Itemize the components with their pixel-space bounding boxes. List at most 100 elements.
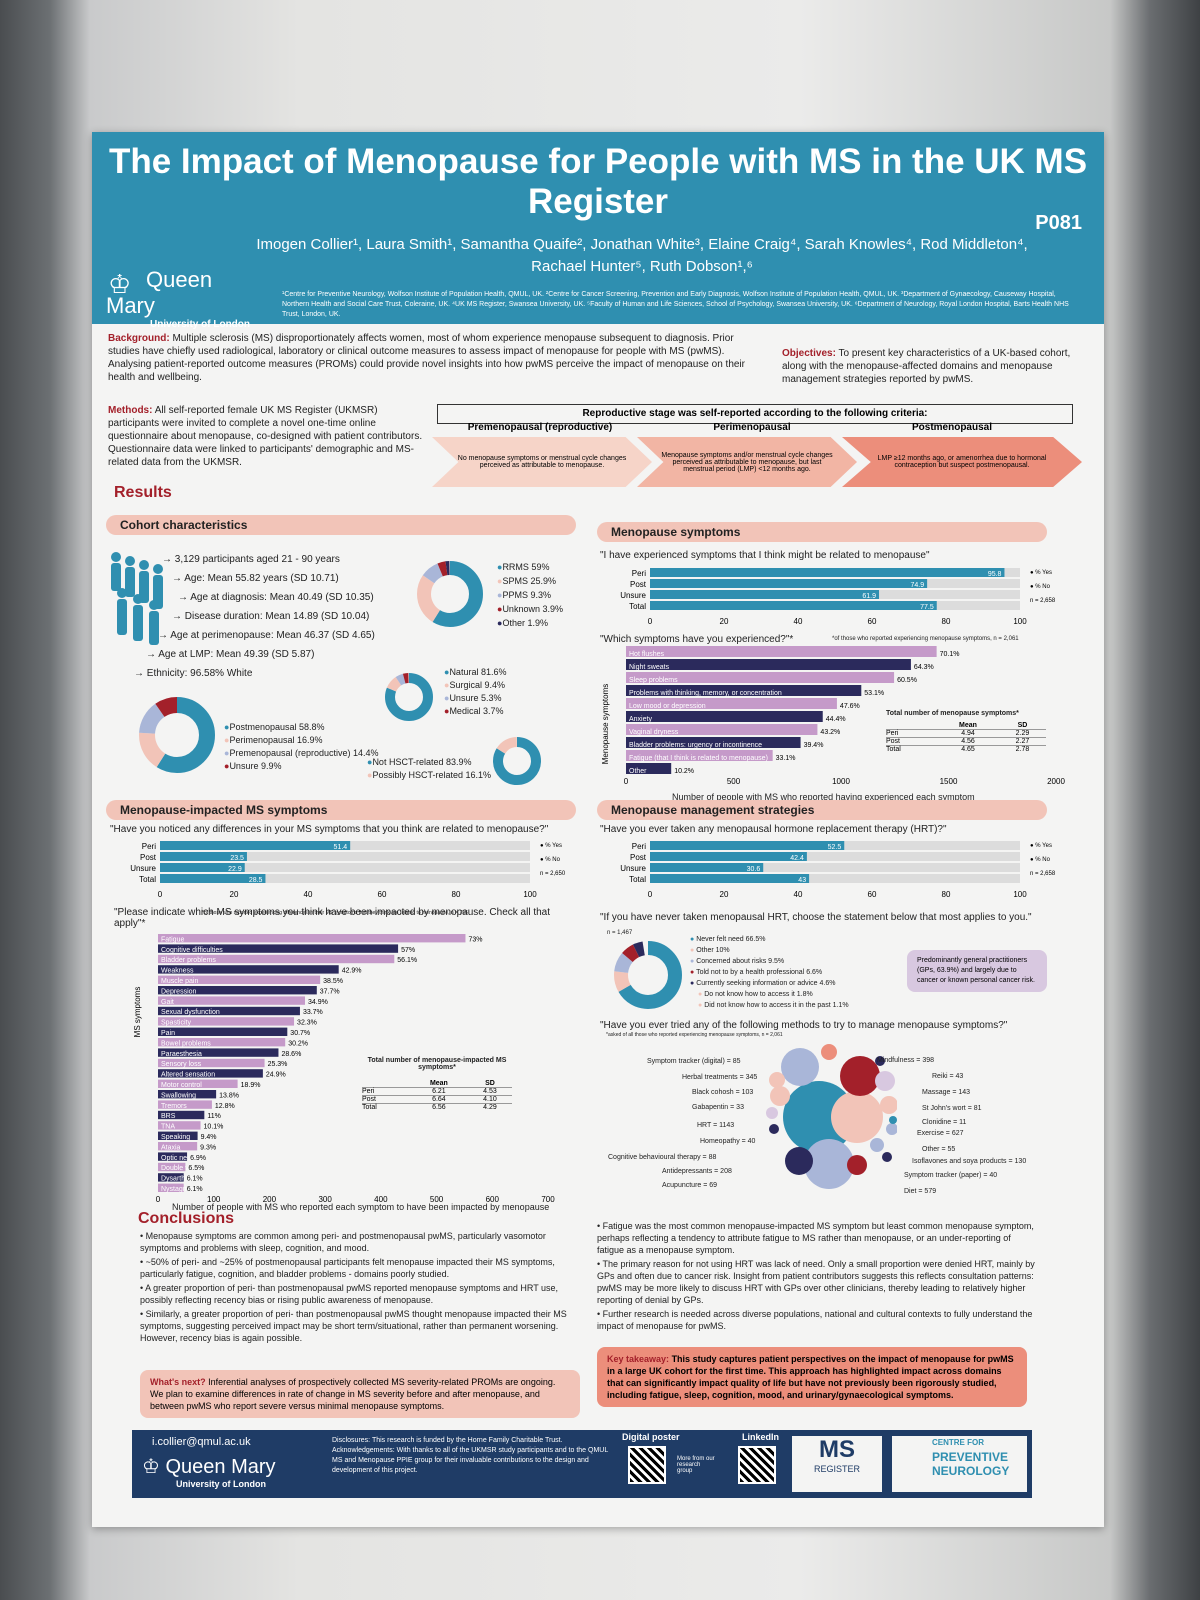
bar <box>158 975 321 984</box>
tick-label: 0 <box>158 890 163 899</box>
legend-surgical: ●Surgical 9.4% <box>444 680 505 690</box>
bar-yes <box>160 863 245 872</box>
cohort-line-3: → Disease duration: Mean 14.89 (SD 10.04… <box>172 611 370 622</box>
crown-icon: ♔ <box>108 269 132 299</box>
bar-category: Ataxia <box>161 1144 181 1151</box>
bar-category: Altered sensation <box>161 1072 215 1079</box>
conclusions-heading: Conclusions <box>138 1210 235 1227</box>
bar <box>626 659 911 670</box>
bar <box>158 954 395 964</box>
tick-label: 100 <box>523 890 537 899</box>
table-cell: 6.21 <box>409 1087 468 1096</box>
footer-linkedin: LinkedIn <box>742 1432 780 1442</box>
bar-label: Peri <box>142 842 156 851</box>
bar <box>158 996 305 1005</box>
bar <box>158 1173 184 1182</box>
tick-label: 1500 <box>940 777 958 786</box>
reason-item: ● Other 10% <box>690 947 730 954</box>
digital-poster-qr[interactable] <box>628 1446 666 1484</box>
method-label: Cognitive behavioural therapy = 88 <box>608 1154 717 1161</box>
legend-unknown: ●Unknown 3.9% <box>497 604 563 614</box>
table-cell: 4.29 <box>467 1103 512 1111</box>
bar-category: Vaginal dryness <box>629 729 679 736</box>
bar-value: 64.3% <box>914 664 934 671</box>
conclusion-left-3: Similarly, a greater proportion of peri-… <box>140 1308 580 1344</box>
bar-value: 47.6% <box>840 703 860 710</box>
bar <box>626 737 801 748</box>
method-label: Reiki = 43 <box>932 1073 964 1080</box>
table-header: Mean <box>959 722 977 729</box>
cpn-logo: CENTRE FOR PREVENTIVE NEUROLOGY <box>892 1436 1027 1492</box>
bar <box>626 724 818 735</box>
bar <box>158 1048 279 1057</box>
cohort-line-1: → Age: Mean 55.82 years (SD 10.71) <box>172 573 339 584</box>
footer-more: More from our research group <box>677 1456 715 1474</box>
bar-yes <box>160 841 351 850</box>
table-cell: 6.56 <box>409 1103 468 1111</box>
cohort-title: Cohort characteristics <box>106 515 576 535</box>
stage-peri-name: Perimenopausal <box>713 422 791 433</box>
bar-category: Gait <box>161 999 174 1006</box>
legend-yes: ● % Yes <box>540 843 562 849</box>
bar-yes <box>650 841 845 850</box>
reason-item: ● Concerned about risks 9.5% <box>690 958 785 965</box>
bar-category: Bladder problems: urgency or incontinenc… <box>629 742 762 749</box>
bar-category: Pain <box>161 1030 175 1037</box>
table-row: Peri 4.94 2.29 <box>886 729 1046 738</box>
cohort-line-4: → Age at perimenopause: Mean 46.37 (SD 4… <box>158 630 375 641</box>
bar-value: 43 <box>798 877 806 884</box>
stage-pre-name: Premenopausal (reproductive) <box>467 422 613 433</box>
poster-code: P081 <box>1035 212 1082 234</box>
bar <box>158 965 339 974</box>
msimpact-q1: "Have you noticed any differences in you… <box>110 824 549 835</box>
legend-type-unsure: ●Unsure 5.3% <box>444 693 502 703</box>
y-axis-label: Menopause symptoms <box>601 684 610 764</box>
table-cell: 2.27 <box>998 737 1046 746</box>
conclusion-left-1: ~50% of peri- and ~25% of postmenopausal… <box>140 1256 580 1280</box>
table-cell: 6.64 <box>409 1095 468 1104</box>
mgmt-q3: "Have you ever tried any of the followin… <box>600 1020 1008 1031</box>
stage-post-name: Postmenopausal <box>911 422 993 433</box>
bar-category: Cognitive difficulties <box>161 947 223 954</box>
tick-label: 500 <box>430 1195 444 1202</box>
bar-category: BRS <box>161 1113 176 1120</box>
bar-label: Unsure <box>620 591 646 600</box>
stage-pre-desc: No menopause symptoms or menstrual cycle… <box>432 437 652 487</box>
bar-category: Other <box>629 768 647 775</box>
bar-label: Total <box>629 602 646 611</box>
bar-no <box>650 874 1020 883</box>
bar-yes <box>160 852 247 861</box>
bar-value: 42.4 <box>790 855 804 862</box>
bar-category: Anxiety <box>629 716 652 723</box>
legend-spms: ●SPMS 25.9% <box>497 576 556 586</box>
bubble-chart <box>766 1044 897 1189</box>
legend-other: ●Other 1.9% <box>497 618 548 628</box>
table-header <box>362 1080 410 1088</box>
tick-label: 60 <box>378 890 387 899</box>
bar-value: 95.8 <box>988 571 1002 578</box>
linkedin-qr[interactable] <box>738 1446 776 1484</box>
table-cell: Total <box>886 745 938 753</box>
bar-category: Double vision <box>161 1165 203 1172</box>
reason-item: ● Do not know how to access it 1.8% <box>698 991 813 998</box>
tick-label: 100 <box>1013 617 1027 626</box>
bar-label: Unsure <box>620 864 646 873</box>
bar-value: 13.8% <box>219 1092 239 1099</box>
whats-next-box: What's next? Inferential analyses of pro… <box>140 1370 580 1418</box>
reason-item: ● Currently seeking information or advic… <box>690 980 836 987</box>
bar-value: 11% <box>207 1113 221 1120</box>
method-label: Gabapentin = 33 <box>692 1104 744 1111</box>
whats-next-text: Inferential analyses of prospectively co… <box>150 1377 556 1411</box>
mgmt-q2-n: n = 1,467 <box>607 930 633 936</box>
bar-value: 25.3% <box>268 1061 288 1068</box>
bar-category: Sensory loss <box>161 1061 202 1068</box>
mgmt-hrt-chart: Peri 52.5 Post 42.4 Unsure 30.6 Total 43 0 20 40 60… <box>620 841 1056 899</box>
bar-value: 6.1% <box>187 1176 203 1183</box>
table-cell: Peri <box>886 729 938 738</box>
conclusion-right-1: The primary reason for not using HRT was… <box>597 1258 1037 1306</box>
tick-label: 40 <box>304 890 313 899</box>
key-takeaway-box: Key takeaway: This study captures patien… <box>597 1347 1027 1407</box>
bar-value: 9.4% <box>201 1134 217 1141</box>
tick-label: 80 <box>942 617 951 626</box>
bar-label: Post <box>630 853 647 862</box>
